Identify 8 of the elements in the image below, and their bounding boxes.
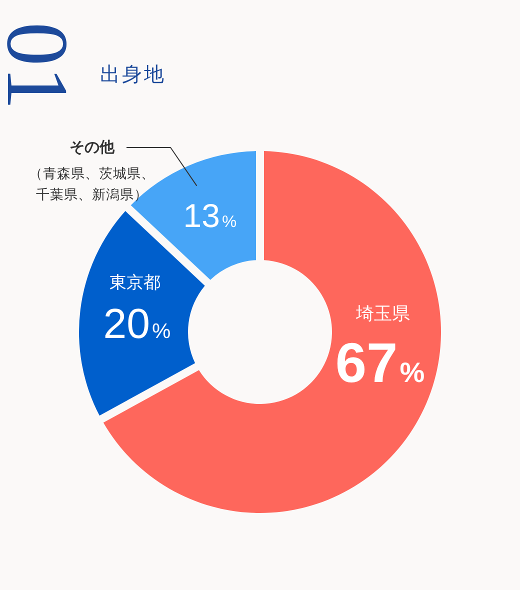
slice-label: 埼玉県 (355, 303, 410, 324)
chart-title: 出身地 (100, 64, 166, 86)
data-label: 67% (335, 331, 425, 394)
slice-label: 東京都 (110, 272, 160, 292)
slice-label: その他（青森県、茨城県、千葉県、新潟県） (29, 139, 155, 202)
text: 01 (0, 22, 85, 110)
data-label: 20% (103, 300, 171, 347)
data-label: 13% (183, 197, 238, 234)
